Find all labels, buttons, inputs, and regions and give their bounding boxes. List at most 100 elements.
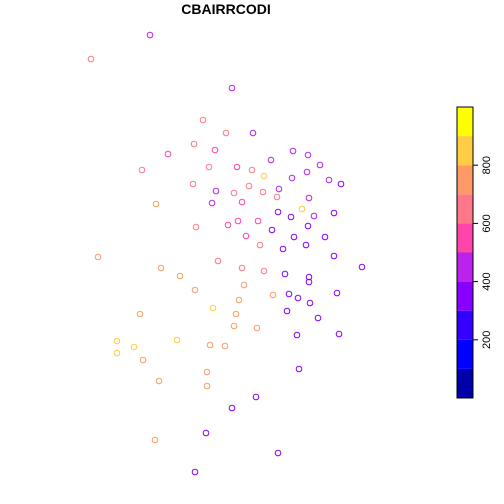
data-point: [260, 267, 268, 275]
data-point: [228, 404, 236, 412]
data-point: [252, 393, 260, 401]
data-point: [173, 336, 181, 344]
colorbar-ticks: 200 400 600 800: [473, 156, 493, 349]
data-point: [310, 212, 318, 220]
data-point: [337, 180, 345, 188]
data-point: [293, 331, 301, 339]
colorbar-frame: [456, 106, 474, 399]
data-point: [305, 278, 313, 286]
data-point: [233, 163, 241, 171]
data-point: [290, 233, 298, 241]
data-point: [157, 264, 165, 272]
data-point: [228, 84, 236, 92]
data-point: [113, 349, 121, 357]
colorbar-bin: [457, 223, 473, 253]
data-point: [155, 377, 163, 385]
data-point: [288, 174, 296, 182]
data-point: [314, 314, 322, 322]
data-point: [325, 176, 333, 184]
data-point: [330, 209, 338, 217]
data-point: [253, 324, 261, 332]
colorbar-bin: [457, 165, 473, 195]
data-point: [274, 208, 282, 216]
data-point: [199, 116, 207, 124]
data-point: [235, 296, 243, 304]
data-point: [214, 257, 222, 265]
colorbar-bin: [457, 310, 473, 340]
data-point: [240, 281, 248, 289]
data-point: [211, 146, 219, 154]
data-point: [205, 163, 213, 171]
data-point: [138, 166, 146, 174]
data-point: [254, 217, 262, 225]
data-point: [281, 270, 289, 278]
data-point: [279, 245, 287, 253]
data-point: [94, 253, 102, 261]
data-point: [146, 31, 154, 39]
data-point: [358, 263, 366, 271]
colorbar-bin: [457, 194, 473, 224]
data-point: [191, 468, 199, 476]
data-point: [222, 129, 230, 137]
data-point: [295, 365, 303, 373]
data-point: [230, 189, 238, 197]
colorbar-bin: [457, 368, 473, 398]
data-point: [248, 166, 256, 174]
data-point: [212, 187, 220, 195]
colorbar-bin: [457, 339, 473, 369]
colorbar-bin: [457, 107, 473, 137]
colorbar-tick-label: 800: [481, 156, 493, 174]
data-point: [191, 286, 199, 294]
data-point: [224, 221, 232, 229]
data-point: [87, 55, 95, 63]
data-point: [289, 147, 297, 155]
chart-title: CBAIRRCODI: [181, 1, 270, 17]
data-point: [238, 264, 246, 272]
data-point: [202, 429, 210, 437]
data-point: [268, 226, 276, 234]
data-point: [302, 241, 310, 249]
data-point: [230, 322, 238, 330]
data-point: [306, 299, 314, 307]
data-point: [176, 272, 184, 280]
data-point: [238, 198, 246, 206]
data-point: [192, 223, 200, 231]
data-point: [203, 368, 211, 376]
points-layer: [87, 31, 366, 476]
data-point: [298, 205, 306, 213]
data-point: [335, 330, 343, 338]
data-point: [287, 213, 295, 221]
colorbar-tick-label: 600: [481, 214, 493, 232]
data-point: [164, 150, 172, 158]
data-point: [273, 193, 281, 201]
data-point: [190, 140, 198, 148]
colorbar-legend: 200 400 600 800: [456, 106, 493, 399]
data-point: [249, 129, 257, 137]
data-point: [259, 188, 267, 196]
data-point: [256, 241, 264, 249]
data-point: [330, 252, 338, 260]
data-point: [234, 217, 242, 225]
colorbar-tick-label: 200: [481, 331, 493, 349]
data-point: [113, 337, 121, 345]
data-point: [316, 161, 324, 169]
data-point: [285, 290, 293, 298]
data-point: [305, 194, 313, 202]
data-point: [151, 436, 159, 444]
data-point: [209, 304, 217, 312]
data-point: [283, 307, 291, 315]
data-point: [303, 168, 311, 176]
colorbar-bin: [457, 281, 473, 311]
data-point: [304, 222, 312, 230]
data-point: [274, 449, 282, 457]
data-point: [333, 289, 341, 297]
data-point: [245, 182, 253, 190]
data-point: [136, 310, 144, 318]
data-point: [321, 233, 329, 241]
data-point: [260, 172, 268, 180]
data-point: [130, 343, 138, 351]
data-point: [208, 199, 216, 207]
data-point: [189, 180, 197, 188]
data-point: [275, 185, 283, 193]
